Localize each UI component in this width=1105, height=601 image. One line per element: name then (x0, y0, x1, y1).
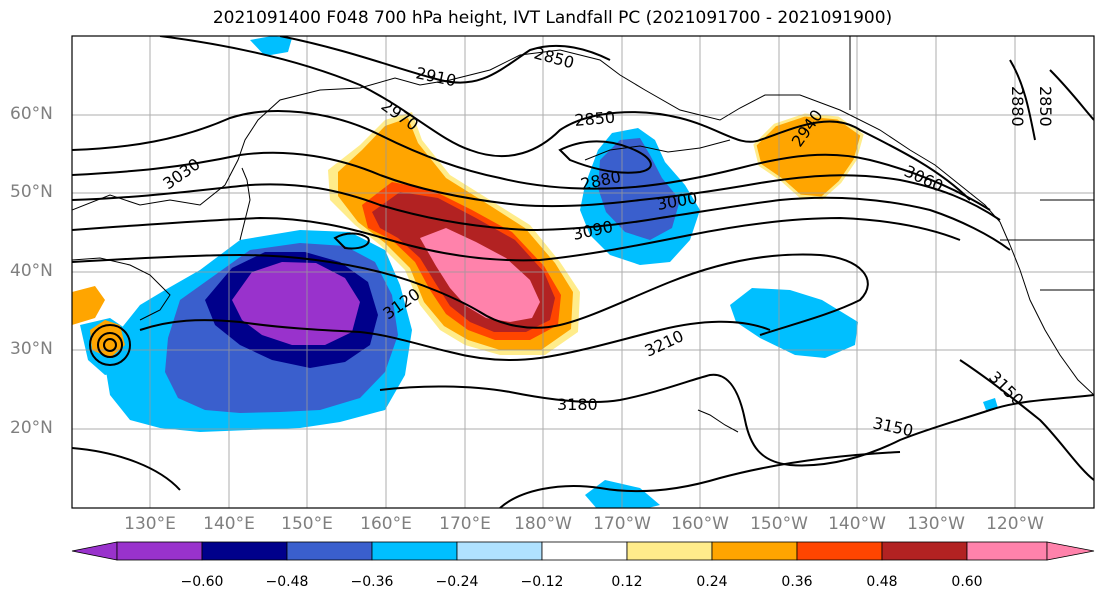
pos-region-ne-yellow-edge (753, 113, 864, 200)
lon-label-170e: 170°E (439, 514, 491, 534)
colorbar-tick-label: −0.60 (180, 574, 224, 590)
pos-region-ne (755, 115, 862, 198)
colorbar-segment-8 (711, 541, 798, 561)
lat-label-60n: 60°N (10, 104, 53, 124)
colorbar-tick-label: −0.12 (520, 574, 564, 590)
colorbar-tick-label: −0.24 (435, 574, 479, 590)
colorbar-segment-5 (456, 541, 543, 561)
contour-label: 2850 (574, 108, 616, 130)
lon-label-140w: 140°W (828, 514, 886, 534)
colorbar-segment-7 (626, 541, 713, 561)
coastlines (72, 36, 1094, 433)
colorbar-tick-label: 0.36 (781, 574, 813, 590)
colorbar-tick-label: −0.48 (265, 574, 309, 590)
lon-label-130e: 130°E (124, 514, 176, 534)
contour-label: 3180 (557, 395, 598, 414)
colorbar-segment-11 (966, 541, 1048, 561)
contour-label: 2850 (1036, 86, 1055, 127)
colorbar-segment-3 (286, 541, 373, 561)
colorbar-tick-label: 0.12 (611, 574, 643, 590)
contour-label: 2880 (1008, 86, 1027, 127)
colorbar-tick-label: 0.24 (696, 574, 728, 590)
lat-label-50n: 50°N (10, 182, 53, 202)
colorbar-segment-6 (541, 541, 628, 561)
lat-label-30n: 30°N (10, 339, 53, 359)
colorbar-segment-4 (371, 541, 458, 561)
neg-region-blue-north (598, 138, 680, 240)
ivt-fill-layer (72, 36, 998, 508)
lat-label-40n: 40°N (10, 261, 53, 281)
colorbar-tick-label: 0.48 (866, 574, 898, 590)
lon-label-160e: 160°E (360, 514, 412, 534)
colorbar-tick-label: 0.60 (951, 574, 983, 590)
colorbar-tick-label: −0.36 (350, 574, 394, 590)
colorbar-segment-1 (116, 541, 203, 561)
height-contours (72, 36, 1094, 508)
colorbar-segment-2 (201, 541, 288, 561)
map-title: 2021091400 F048 700 hPa height, IVT Land… (212, 8, 893, 28)
colorbar-segment-10 (881, 541, 968, 561)
neg-region-cyan-small (983, 398, 998, 410)
pos-region-orange-w (72, 286, 105, 325)
lat-label-20n: 20°N (10, 418, 53, 438)
lon-label-130w: 130°W (907, 514, 965, 534)
lon-label-120w: 120°W (986, 514, 1044, 534)
neg-region-cyan-east (730, 288, 858, 358)
pos-region-pink (420, 228, 540, 322)
colorbar-arrow-right (1046, 541, 1095, 561)
colorbar-segment-9 (796, 541, 883, 561)
lon-label-150w: 150°W (750, 514, 808, 534)
lon-label-180w: 180°W (514, 514, 572, 534)
colorbar-arrow-left (71, 541, 118, 561)
lon-label-140e: 140°E (203, 514, 255, 534)
lon-label-150e: 150°E (281, 514, 333, 534)
lon-label-160w: 160°W (671, 514, 729, 534)
neg-region-cyan-topleft (250, 36, 292, 56)
lon-label-170w: 170°W (593, 514, 651, 534)
colorbar (71, 541, 1095, 561)
